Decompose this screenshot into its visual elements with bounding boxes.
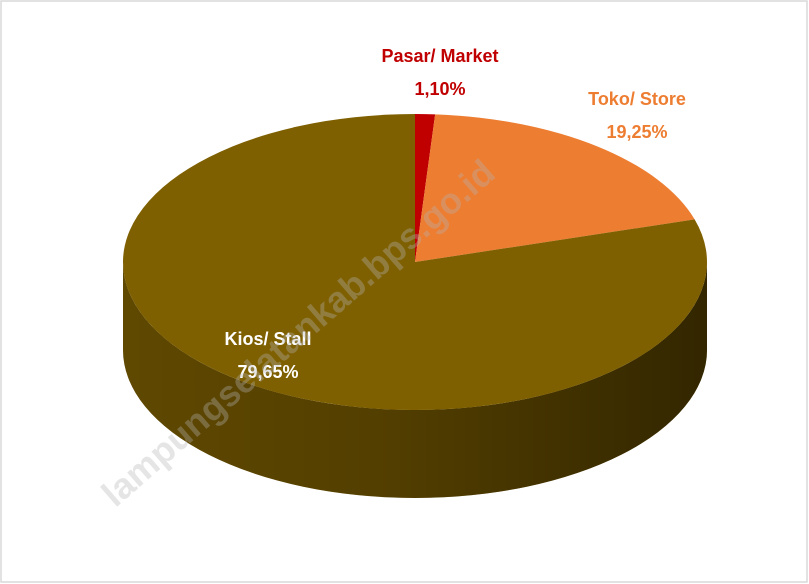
- slice: [415, 114, 695, 262]
- pie: [123, 114, 708, 498]
- slice: [415, 114, 436, 262]
- category-label: Kios/ Stall: [224, 329, 311, 349]
- value-label: 79,65%: [237, 362, 298, 382]
- labels: Pasar/ Market 1,10% Toko/ Store 19,25% Kios/…: [224, 46, 685, 382]
- slice-side-shade: [123, 262, 707, 498]
- value-label: 19,25%: [606, 122, 667, 142]
- value-label: 1,10%: [414, 79, 465, 99]
- slice: [123, 114, 708, 411]
- category-label: Pasar/ Market: [381, 46, 498, 66]
- category-label: Toko/ Store: [588, 89, 686, 109]
